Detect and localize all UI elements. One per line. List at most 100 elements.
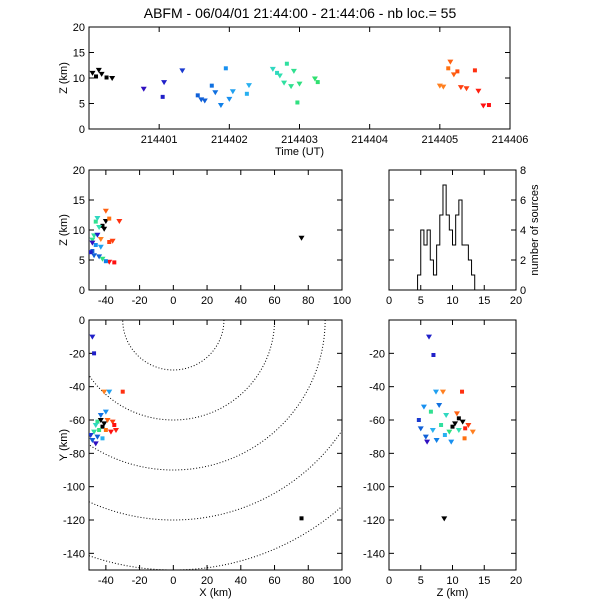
x-tick-label: -40 <box>98 295 114 307</box>
data-point <box>298 235 305 241</box>
data-point <box>463 426 468 431</box>
data-point <box>107 240 112 244</box>
x-tick-label: 214403 <box>281 134 318 146</box>
data-point <box>101 389 108 395</box>
y-tick-label: 20 <box>73 165 85 177</box>
data-point <box>89 237 96 243</box>
data-point <box>299 516 304 521</box>
data-point <box>104 75 109 80</box>
y-axis-label: Y (km) <box>58 429 70 461</box>
y-tick-label: 0 <box>79 315 85 327</box>
y-tick-label: 5 <box>79 99 85 111</box>
data-point <box>217 103 224 109</box>
height-y-panel: 0 5 10 15 20 -140 -120 -100 -80 -60 -40 -20 Z (km) <box>363 319 522 599</box>
plot-frame <box>88 26 511 130</box>
x-tick-label: 100 <box>333 575 351 587</box>
data-point <box>428 409 433 414</box>
data-point <box>109 419 116 425</box>
data-point <box>93 243 98 247</box>
data-point <box>226 96 233 102</box>
data-point <box>92 351 97 356</box>
x-tick-label: 15 <box>478 575 490 587</box>
data-point <box>420 404 427 410</box>
data-point <box>109 238 116 244</box>
x-height-panel: -40 -20 0 20 40 60 80 100 0 5 10 15 20 Z (km) <box>58 165 351 307</box>
x-tick-label: 0 <box>170 295 176 307</box>
data-point <box>94 216 101 221</box>
y-tick-label: -100 <box>363 482 385 494</box>
x-tick-label: -20 <box>132 575 148 587</box>
y-tick-label: 2 <box>520 255 526 267</box>
data-point <box>486 103 491 108</box>
data-point <box>442 433 447 437</box>
data-point <box>288 84 295 90</box>
data-point <box>100 223 105 228</box>
data-point <box>290 68 297 74</box>
data-point <box>160 94 165 99</box>
data-point <box>94 232 101 238</box>
y-tick-label: -100 <box>63 482 85 494</box>
data-point <box>195 93 200 98</box>
x-tick-label: 40 <box>235 295 247 307</box>
y-tick-label: 15 <box>73 48 85 60</box>
data-point <box>439 389 446 395</box>
data-point <box>441 516 448 522</box>
data-point <box>97 237 104 242</box>
data-point <box>209 83 214 88</box>
data-point <box>475 88 482 94</box>
data-point <box>417 426 424 432</box>
data-point <box>455 69 460 74</box>
figure-title: ABFM - 06/04/01 21:44:00 - 21:44:06 - nb… <box>144 5 457 21</box>
y-tick-label: 0 <box>79 285 85 297</box>
y-tick-label: -80 <box>369 448 385 460</box>
data-point <box>455 428 462 433</box>
y-tick-label: -140 <box>63 548 85 560</box>
data-point <box>97 418 104 423</box>
data-point <box>97 428 102 432</box>
data-point <box>92 441 99 447</box>
data-point <box>179 68 186 74</box>
plot-frame <box>88 319 343 571</box>
x-tick-label: 20 <box>201 295 213 307</box>
data-point <box>245 83 252 89</box>
time-height-panel: 214401 214402 214403 214404 214405 214406 0 5 10… <box>58 22 528 158</box>
data-point <box>91 253 98 259</box>
data-point <box>99 256 106 262</box>
data-points <box>89 59 491 109</box>
y-tick-label: -40 <box>69 382 85 394</box>
data-point <box>120 389 125 394</box>
data-point <box>93 219 98 224</box>
y-tick-label: -60 <box>369 415 385 427</box>
data-point <box>480 103 487 109</box>
data-point <box>89 250 93 255</box>
data-point <box>201 98 208 104</box>
data-point <box>315 80 320 85</box>
data-point <box>97 413 104 418</box>
data-point <box>96 254 103 260</box>
data-points <box>416 334 476 522</box>
data-point <box>95 67 102 73</box>
data-point <box>102 208 109 214</box>
y-axis-label: Z (km) <box>58 214 70 246</box>
y-tick-label: 0 <box>79 124 85 136</box>
data-point <box>91 429 98 435</box>
y-tick-label: -60 <box>69 415 85 427</box>
data-point <box>465 423 472 428</box>
data-point <box>453 411 460 417</box>
data-point <box>439 423 444 427</box>
y-tick-label: -20 <box>369 348 385 360</box>
data-point <box>89 70 96 76</box>
x-tick-label: 15 <box>478 295 490 307</box>
x-tick-label: 0 <box>386 295 392 307</box>
data-point <box>94 74 99 79</box>
x-tick-label: -40 <box>98 575 114 587</box>
data-point <box>295 100 300 105</box>
data-point <box>140 86 147 92</box>
x-tick-label: 214401 <box>141 134 178 146</box>
y-tick-label: -20 <box>69 348 85 360</box>
data-point <box>107 216 112 221</box>
x-tick-label: 100 <box>333 295 351 307</box>
data-point <box>116 219 123 224</box>
range-rings <box>89 320 342 570</box>
